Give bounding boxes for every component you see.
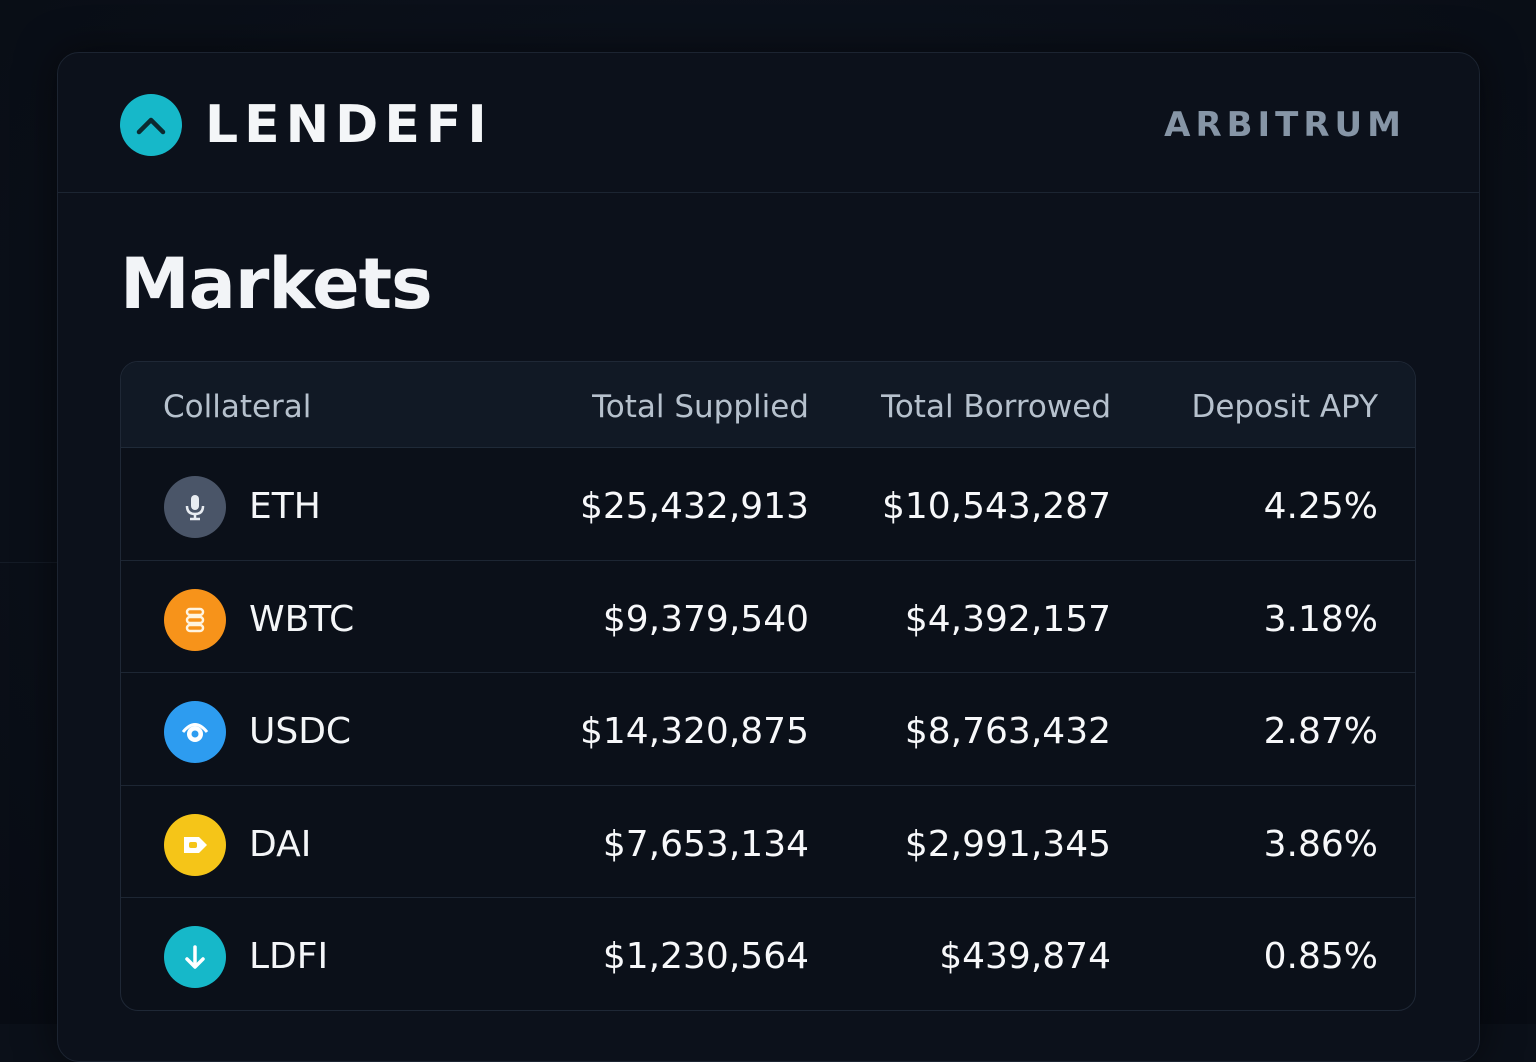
total-borrowed-value: $8,763,432 [904,711,1111,752]
total-borrowed-value: $439,874 [939,936,1111,977]
deposit-apy-value: 2.87% [1263,711,1378,752]
deposit-apy-value: 4.25% [1263,486,1378,527]
total-supplied-value: $1,230,564 [602,936,809,977]
page-title: Markets [120,243,433,325]
app-header: LENDEFI ARBITRUM [58,53,1479,193]
eye-icon [164,701,226,763]
arrow-down-icon [164,926,226,988]
column-header-deposit-apy[interactable]: Deposit APY [1191,389,1378,425]
background-divider [0,562,57,563]
total-supplied-value: $7,653,134 [602,823,809,865]
chevron-up-icon [120,94,182,156]
column-header-total-borrowed[interactable]: Total Borrowed [881,389,1111,425]
total-supplied-value: $25,432,913 [579,486,809,527]
asset-name: LDFI [249,936,329,977]
tag-icon [164,813,226,876]
network-selector[interactable]: ARBITRUM [1164,105,1406,145]
asset-name: DAI [249,823,312,865]
table-row[interactable]: ETH $25,432,913 $10,543,287 4.25% [121,448,1415,561]
asset-name: USDC [249,711,352,752]
table-row[interactable]: LDFI $1,230,564 $439,874 0.85% [121,898,1415,1010]
column-header-collateral[interactable]: Collateral [163,389,312,425]
brand-logo[interactable]: LENDEFI [120,94,493,156]
deposit-apy-value: 0.85% [1263,936,1378,977]
coin-stack-icon [164,588,226,651]
app-window: LENDEFI ARBITRUM Markets Collateral Tota… [57,52,1480,1062]
column-header-total-supplied[interactable]: Total Supplied [592,389,809,425]
table-row[interactable]: USDC $14,320,875 $8,763,432 2.87% [121,673,1415,786]
markets-table: Collateral Total Supplied Total Borrowed… [120,361,1416,1011]
asset-name: WBTC [249,598,355,640]
deposit-apy-value: 3.86% [1263,823,1378,865]
total-borrowed-value: $10,543,287 [881,486,1111,527]
total-supplied-value: $14,320,875 [579,711,809,752]
table-row[interactable]: WBTC $9,379,540 $4,392,157 3.18% [121,561,1415,673]
total-borrowed-value: $4,392,157 [904,598,1111,640]
brand-name: LENDEFI [205,95,493,155]
table-header: Collateral Total Supplied Total Borrowed… [121,362,1415,448]
asset-name: ETH [249,486,321,527]
total-borrowed-value: $2,991,345 [904,823,1111,865]
total-supplied-value: $9,379,540 [602,598,809,640]
microphone-icon [164,476,226,538]
deposit-apy-value: 3.18% [1263,598,1378,640]
table-row[interactable]: DAI $7,653,134 $2,991,345 3.86% [121,786,1415,898]
